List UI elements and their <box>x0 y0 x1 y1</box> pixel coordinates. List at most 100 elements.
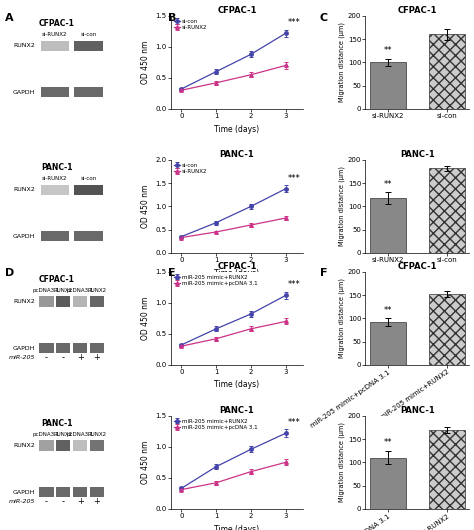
Y-axis label: OD 450 nm: OD 450 nm <box>141 41 150 84</box>
Text: pcDNA3.1: pcDNA3.1 <box>66 288 94 293</box>
Text: RUNX2: RUNX2 <box>13 299 35 304</box>
Text: +: + <box>77 497 83 506</box>
X-axis label: Time (days): Time (days) <box>214 381 260 390</box>
Bar <box>370 322 406 365</box>
Text: +: + <box>77 353 83 362</box>
Text: PANC-1: PANC-1 <box>41 419 73 428</box>
Y-axis label: OD 450 nm: OD 450 nm <box>141 185 150 228</box>
Text: pcDNA3.1: pcDNA3.1 <box>66 431 94 437</box>
Bar <box>73 440 87 450</box>
Text: GAPDH: GAPDH <box>12 234 35 238</box>
Y-axis label: OD 450 nm: OD 450 nm <box>141 440 150 484</box>
Text: si-con: si-con <box>81 176 97 181</box>
Bar <box>40 87 69 97</box>
Text: pcDNA3.1: pcDNA3.1 <box>33 431 60 437</box>
Text: -: - <box>45 353 48 362</box>
Text: pcDNA3.1: pcDNA3.1 <box>33 288 60 293</box>
Text: +: + <box>93 497 100 506</box>
Y-axis label: Migration distance (μm): Migration distance (μm) <box>338 278 345 358</box>
Text: RUNX2: RUNX2 <box>13 43 35 48</box>
Text: miR-205: miR-205 <box>9 355 35 360</box>
Text: -: - <box>62 497 65 506</box>
Bar <box>74 40 103 51</box>
Legend: si-con, si-RUNX2: si-con, si-RUNX2 <box>173 163 208 174</box>
Text: RUNX2: RUNX2 <box>54 431 73 437</box>
Text: si-RUNX2: si-RUNX2 <box>42 32 68 37</box>
Bar <box>40 231 69 241</box>
Text: **: ** <box>383 438 392 447</box>
Text: C: C <box>320 13 328 23</box>
Bar <box>39 487 54 497</box>
Text: RUNX2: RUNX2 <box>88 288 107 293</box>
Y-axis label: OD 450 nm: OD 450 nm <box>141 297 150 340</box>
Text: ***: *** <box>287 418 300 427</box>
Text: si-RUNX2: si-RUNX2 <box>42 176 68 181</box>
Text: ***: *** <box>287 17 300 26</box>
Text: si-con: si-con <box>81 32 97 37</box>
Text: ***: *** <box>287 174 300 183</box>
Title: CFPAC-1: CFPAC-1 <box>398 6 437 15</box>
Text: F: F <box>320 268 328 278</box>
Text: -: - <box>45 497 48 506</box>
Title: PANC-1: PANC-1 <box>219 150 255 159</box>
Text: RUNX2: RUNX2 <box>88 431 107 437</box>
Bar <box>39 343 54 353</box>
Text: **: ** <box>383 306 392 315</box>
Bar <box>74 231 103 241</box>
X-axis label: Time (days): Time (days) <box>214 525 260 530</box>
Bar <box>90 296 104 307</box>
Text: RUNX2: RUNX2 <box>54 288 73 293</box>
Bar <box>56 343 71 353</box>
Title: CFPAC-1: CFPAC-1 <box>398 262 437 271</box>
Y-axis label: Migration distance (μm): Migration distance (μm) <box>338 166 345 246</box>
Bar <box>73 296 87 307</box>
Legend: miR-205 mimic+RUNX2, miR-205 mimic+pcDNA 3.1: miR-205 mimic+RUNX2, miR-205 mimic+pcDNA… <box>173 275 258 286</box>
Bar <box>56 296 71 307</box>
X-axis label: Time (days): Time (days) <box>214 125 260 134</box>
Bar <box>90 440 104 450</box>
Bar <box>429 34 465 109</box>
Text: PANC-1: PANC-1 <box>41 163 73 172</box>
Bar <box>370 458 406 509</box>
Text: A: A <box>5 13 13 23</box>
Text: GAPDH: GAPDH <box>12 490 35 494</box>
Bar <box>39 296 54 307</box>
Bar <box>429 430 465 509</box>
Bar <box>429 169 465 253</box>
Text: -: - <box>62 353 65 362</box>
Text: **: ** <box>383 180 392 189</box>
Text: RUNX2: RUNX2 <box>13 187 35 192</box>
Text: CFPAC-1: CFPAC-1 <box>39 19 74 28</box>
Text: **: ** <box>383 46 392 55</box>
Bar <box>40 184 69 195</box>
Bar <box>73 487 87 497</box>
Text: E: E <box>168 268 176 278</box>
Bar <box>74 184 103 195</box>
Bar <box>370 63 406 109</box>
Bar <box>90 487 104 497</box>
Text: miR-205: miR-205 <box>9 499 35 504</box>
Title: PANC-1: PANC-1 <box>400 150 435 159</box>
Text: B: B <box>168 13 177 23</box>
Bar <box>90 343 104 353</box>
Title: PANC-1: PANC-1 <box>400 406 435 415</box>
Bar <box>40 40 69 51</box>
Text: GAPDH: GAPDH <box>12 346 35 350</box>
Text: +: + <box>93 353 100 362</box>
Legend: si-con, si-RUNX2: si-con, si-RUNX2 <box>173 19 208 30</box>
Legend: miR-205 mimic+RUNX2, miR-205 mimic+pcDNA 3.1: miR-205 mimic+RUNX2, miR-205 mimic+pcDNA… <box>173 419 258 430</box>
Bar <box>56 440 71 450</box>
Y-axis label: Migration distance (μm): Migration distance (μm) <box>338 422 345 502</box>
Text: CFPAC-1: CFPAC-1 <box>39 275 74 284</box>
Bar <box>56 487 71 497</box>
Text: D: D <box>5 268 14 278</box>
Bar <box>429 294 465 365</box>
Bar <box>39 440 54 450</box>
Y-axis label: Migration distance (μm): Migration distance (μm) <box>338 22 345 102</box>
Text: ***: *** <box>287 280 300 289</box>
Bar <box>74 87 103 97</box>
Title: CFPAC-1: CFPAC-1 <box>217 6 257 15</box>
Text: GAPDH: GAPDH <box>12 90 35 94</box>
Bar <box>370 198 406 253</box>
Title: CFPAC-1: CFPAC-1 <box>217 262 257 271</box>
